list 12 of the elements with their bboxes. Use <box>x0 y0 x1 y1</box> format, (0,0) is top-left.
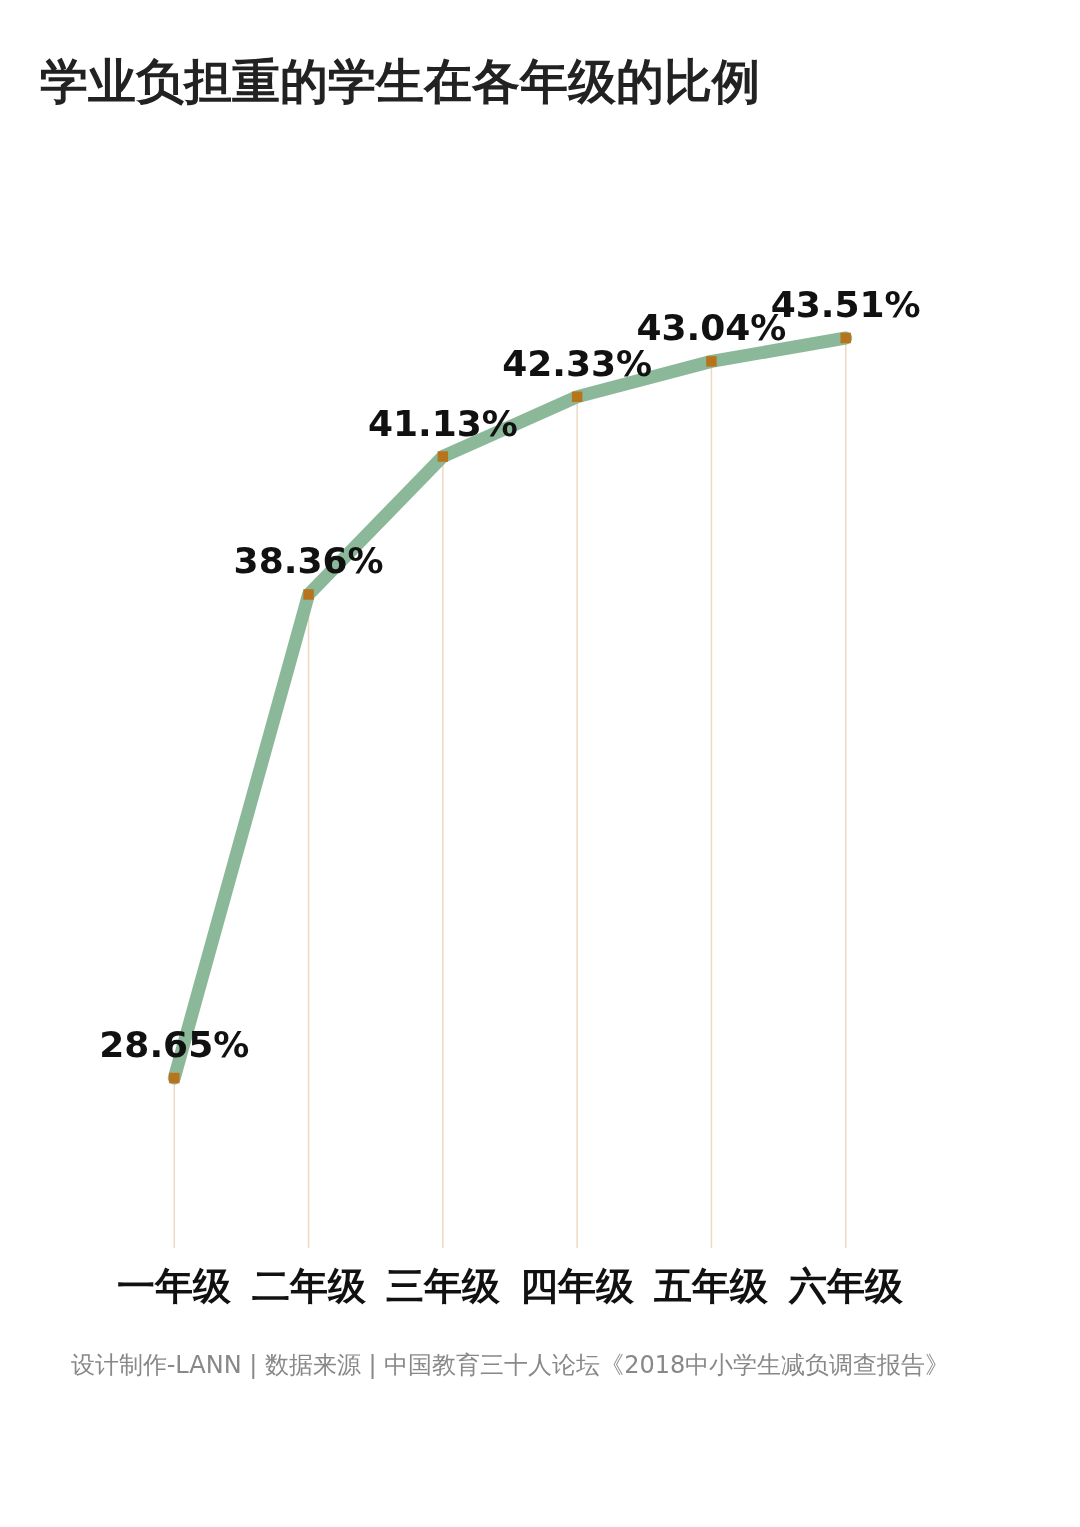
x-tick-label: 一年级 <box>117 1263 233 1308</box>
x-tick-label: 三年级 <box>385 1263 501 1308</box>
chart-title: 学业负担重的学生在各年级的比例 <box>40 53 760 109</box>
data-label: 41.13% <box>367 402 518 444</box>
x-tick-label: 五年级 <box>654 1263 770 1308</box>
x-tick-label: 六年级 <box>787 1263 904 1308</box>
data-label: 28.65% <box>99 1024 250 1065</box>
data-label: 42.33% <box>502 342 653 384</box>
x-tick-label: 四年级 <box>520 1263 636 1308</box>
text: 设计制作-LANN | 数据来源 | 中国教育三十人论坛《2018中小学生减负调查报告》 <box>70 1351 950 1379</box>
x-tick-label: 二年级 <box>251 1263 367 1308</box>
data-label: 38.36% <box>233 540 384 582</box>
